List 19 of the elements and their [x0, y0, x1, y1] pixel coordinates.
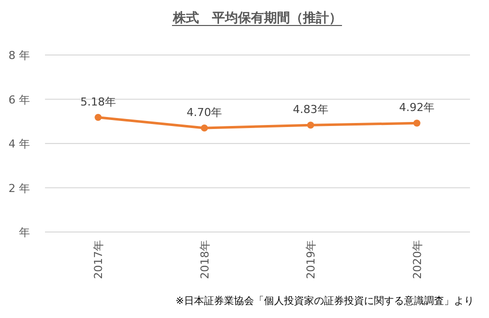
data-label: 4.70年 — [186, 106, 222, 120]
y-tick-label: 年 — [19, 226, 30, 239]
chart-title: 株式 平均保有期間（推計） — [172, 10, 342, 26]
y-tick-label: 2 年 — [8, 182, 30, 195]
point — [200, 124, 208, 132]
data-label: 4.83年 — [292, 103, 328, 116]
x-tick-label: 2018年 — [198, 240, 212, 279]
y-tick-label: 8 年 — [8, 49, 30, 62]
x-tick-label: 2019年 — [304, 240, 318, 279]
text: ※日本証券業協会「個人投資家の証券投資に関する意識調査」より — [176, 295, 474, 307]
y-tick-label: 4 年 — [8, 138, 30, 150]
point — [413, 120, 420, 127]
point — [94, 114, 102, 121]
x-tick-label: 2020年 — [410, 240, 424, 279]
y-tick-label: 6 年 — [8, 93, 30, 106]
data-label: 4.92年 — [399, 101, 435, 114]
x-tick-label: 2017年 — [92, 240, 106, 279]
point — [307, 122, 314, 129]
data-label: 5.18年 — [80, 95, 116, 108]
